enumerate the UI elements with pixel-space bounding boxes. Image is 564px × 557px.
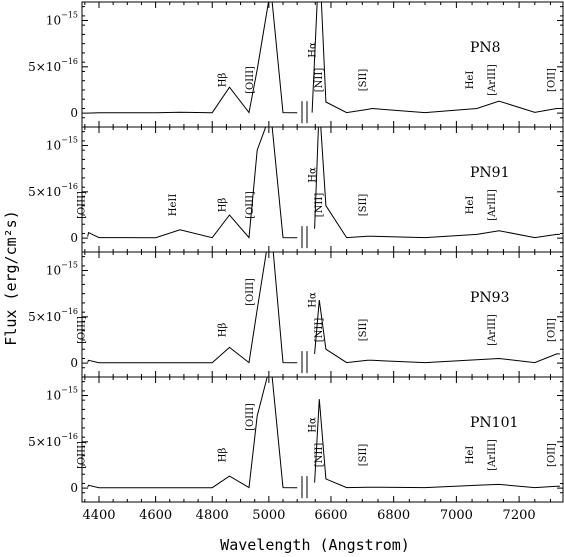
y-tick-label: 10−15: [46, 11, 78, 28]
panel-name: PN8: [470, 40, 501, 56]
emission-line-label: [ArIII]: [487, 314, 498, 346]
emission-line-label: Hβ: [218, 448, 229, 463]
y-tick-mantissa: 10: [46, 389, 61, 403]
emission-line-label: [ArIII]: [487, 439, 498, 471]
panel-pn91: 0 5×10−16 10−15 PN91 [OIII] HeII Hβ [OIII] Hα [NI…: [28, 126, 564, 253]
y-tick-mantissa: 5×10: [28, 185, 61, 199]
emission-line-label: Hβ: [218, 323, 229, 338]
emission-line-label: [ArIII]: [487, 64, 498, 96]
y-tick-mantissa: 10: [46, 14, 61, 28]
y-tick-mantissa: 0: [70, 481, 78, 495]
x-tick-label: 6600: [314, 508, 347, 523]
emission-line-label: [ArIII]: [487, 189, 498, 221]
panel-pn101: 0 5×10−16 10−15 PN101 [OIII] Hβ [OIII] Hα [NII] […: [28, 376, 564, 503]
emission-line-label: [NII]: [314, 318, 325, 343]
spectrum-line: [87, 252, 560, 364]
x-tick-label: 7000: [440, 508, 473, 523]
spectrum-line: [87, 2, 560, 114]
panel-name: PN91: [470, 165, 509, 181]
emission-line-label: [OIII]: [245, 191, 256, 219]
panel-pn93: 0 5×10−16 10−15 PN93 [OIII] Hβ [OIII] Hα [NII] [S…: [28, 251, 564, 378]
emission-line-label: Hα: [307, 42, 318, 58]
emission-line-label: HeI: [465, 446, 476, 465]
emission-line-label: [OIII]: [77, 441, 88, 469]
y-tick-exponent: −16: [61, 57, 78, 66]
y-tick-label: 10−15: [46, 386, 78, 403]
y-tick-label: 5×10−16: [28, 307, 78, 324]
emission-line-label: Hα: [307, 292, 318, 308]
emission-line-label: [SII]: [358, 194, 369, 217]
y-tick-label: 5×10−16: [28, 432, 78, 449]
emission-line-label: [OII]: [546, 318, 557, 342]
panel-name: PN93: [470, 290, 509, 306]
x-tick-label: 4600: [139, 508, 172, 523]
x-axis-label: Wavelength (Angstrom): [220, 536, 410, 554]
y-tick-mantissa: 5×10: [28, 60, 61, 74]
emission-line-label: Hβ: [218, 198, 229, 213]
emission-line-label: Hα: [307, 167, 318, 183]
y-tick-exponent: −16: [61, 182, 78, 191]
emission-line-label: [OII]: [546, 68, 557, 92]
y-axis-label: Flux (erg/cm²s): [2, 210, 20, 345]
y-tick-label: 10−15: [46, 136, 78, 153]
x-tick-label: 4400: [82, 508, 115, 523]
spectrum-line: [87, 127, 560, 239]
emission-line-label: [OIII]: [77, 316, 88, 344]
y-tick-mantissa: 0: [70, 356, 78, 370]
y-tick-mantissa: 0: [70, 106, 78, 120]
spectrum-line: [87, 377, 560, 489]
panel-pn8: 0 5×10−16 10−15 PN8 Hβ [OIII] Hα [NII] [SII] HeI […: [28, 1, 564, 128]
y-tick-exponent: −15: [61, 11, 78, 20]
emission-line-label: [NII]: [314, 68, 325, 93]
x-tick-label: 5000: [252, 508, 285, 523]
y-tick-exponent: −15: [61, 386, 78, 395]
emission-line-label: [OII]: [546, 443, 557, 467]
emission-line-label: [OIII]: [77, 191, 88, 219]
x-tick-label: 7200: [503, 508, 536, 523]
emission-line-label: [SII]: [358, 319, 369, 342]
y-tick-label: 0: [70, 481, 78, 495]
x-tick-label: 6800: [377, 508, 410, 523]
y-tick-label: 5×10−16: [28, 57, 78, 74]
emission-line-label: HeI: [465, 196, 476, 215]
x-tick-label: 4800: [196, 508, 229, 523]
y-tick-mantissa: 10: [46, 264, 61, 278]
y-tick-label: 10−15: [46, 261, 78, 278]
y-tick-label: 0: [70, 231, 78, 245]
emission-line-label: [NII]: [314, 443, 325, 468]
emission-line-label: Hβ: [218, 73, 229, 88]
y-tick-label: 0: [70, 356, 78, 370]
emission-line-label: [NII]: [314, 193, 325, 218]
y-tick-mantissa: 10: [46, 139, 61, 153]
emission-line-label: [OIII]: [245, 278, 256, 306]
emission-line-label: [SII]: [358, 69, 369, 92]
panel-frame: [81, 376, 564, 503]
panel-name: PN101: [470, 415, 518, 431]
y-tick-exponent: −16: [61, 432, 78, 441]
emission-line-label: HeII: [168, 194, 179, 217]
y-tick-mantissa: 0: [70, 231, 78, 245]
emission-line-label: HeI: [465, 71, 476, 90]
y-tick-label: 0: [70, 106, 78, 120]
y-tick-exponent: −15: [61, 136, 78, 145]
emission-line-label: [OIII]: [245, 66, 256, 94]
emission-line-label: [SII]: [358, 444, 369, 467]
y-tick-label: 5×10−16: [28, 182, 78, 199]
y-tick-mantissa: 5×10: [28, 310, 61, 324]
y-tick-exponent: −15: [61, 261, 78, 270]
y-tick-exponent: −16: [61, 307, 78, 316]
x-axis: 4400 4600 4800 5000 6600 6800 7000 7200: [82, 508, 535, 523]
emission-line-label: Hα: [307, 417, 318, 433]
y-tick-mantissa: 5×10: [28, 435, 61, 449]
emission-line-label: [OIII]: [245, 403, 256, 431]
